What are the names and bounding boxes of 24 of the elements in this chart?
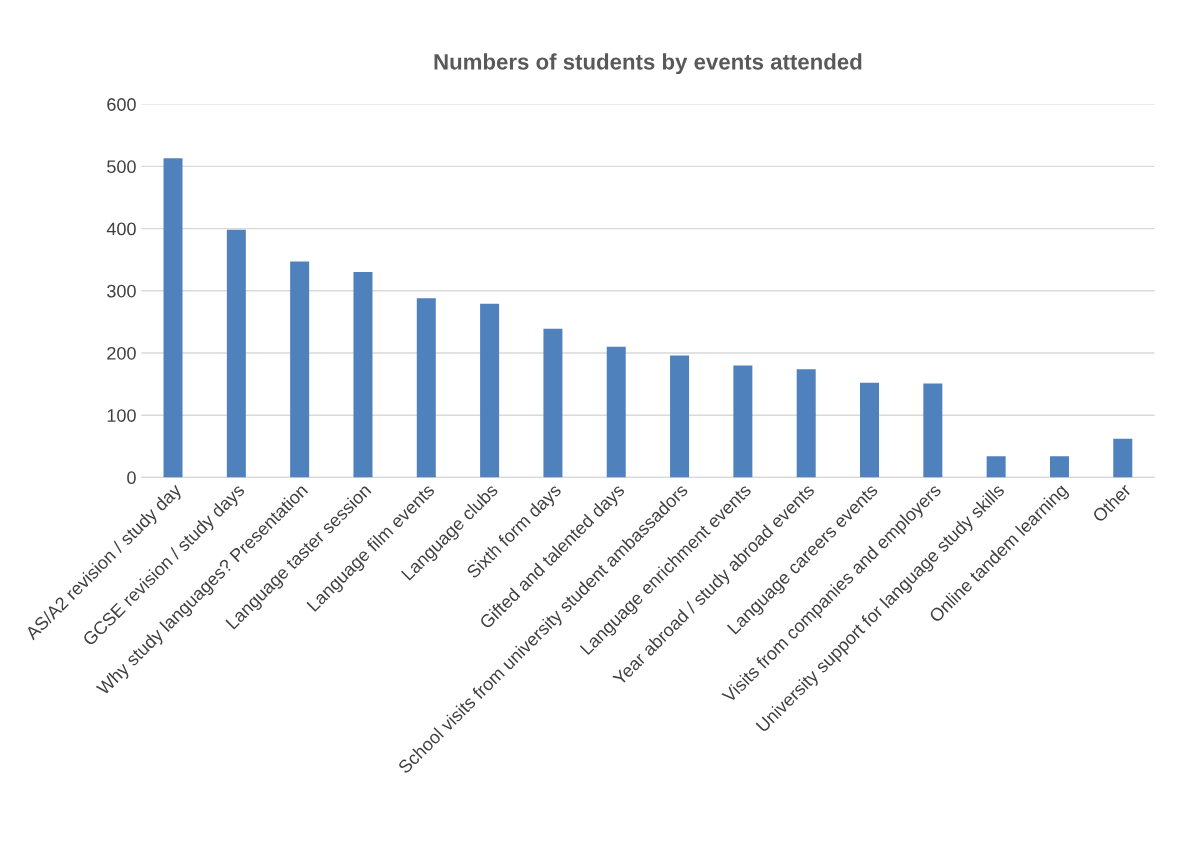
y-tick-label: 500 (107, 160, 136, 174)
chart-title: Numbers of students by events attended (434, 53, 862, 75)
bar (733, 365, 753, 478)
bar (353, 272, 373, 478)
bar (416, 298, 436, 478)
bar (543, 328, 563, 478)
bar (923, 383, 943, 478)
bar (860, 382, 880, 478)
bar (986, 456, 1006, 478)
bar (480, 303, 500, 478)
bar (606, 346, 626, 478)
bar (226, 229, 246, 478)
bar (163, 158, 183, 478)
y-tick-label: 600 (107, 98, 136, 111)
bar (1113, 438, 1133, 478)
bar (796, 369, 816, 478)
y-tick-label: 300 (107, 284, 136, 298)
bar (290, 261, 310, 478)
y-tick-label: 100 (107, 409, 136, 422)
y-tick-label: 0 (127, 471, 136, 485)
bar (670, 355, 690, 478)
y-tick-label: 400 (106, 222, 136, 236)
y-tick-label: 200 (107, 346, 136, 360)
bar (1049, 456, 1069, 478)
